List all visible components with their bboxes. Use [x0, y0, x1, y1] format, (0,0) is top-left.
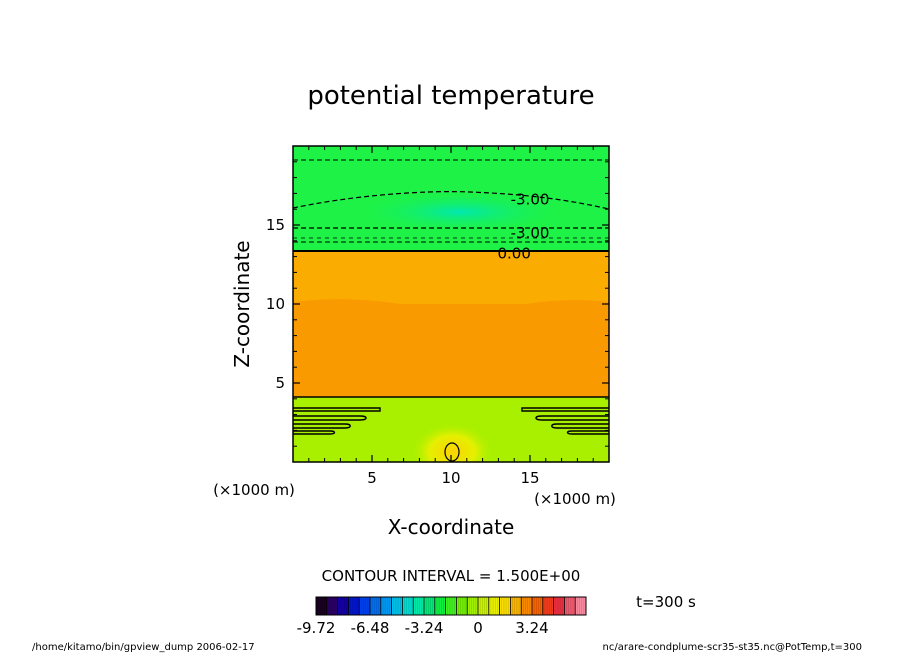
- colorbar-tick-label-1: -6.48: [351, 619, 390, 637]
- contour-cluster-left: [293, 407, 381, 435]
- y-tick-label-1: 10: [266, 295, 285, 313]
- colorbar-swatch-15: [478, 597, 490, 615]
- colorbar-tick-label-2: -3.24: [405, 619, 444, 637]
- y-axis-label: Z-coordinate: [230, 240, 254, 367]
- colorbar-swatch-3: [348, 597, 360, 615]
- colorbar: [316, 597, 587, 615]
- colorbar-swatch-4: [359, 597, 371, 615]
- colorbar-swatch-0: [316, 597, 328, 615]
- colorbar-frame: [315, 596, 587, 616]
- y-axis-unit: (×1000 m): [213, 481, 295, 499]
- colorbar-swatch-9: [413, 597, 425, 615]
- bubble-contour: [444, 442, 460, 462]
- x-axis-unit: (×1000 m): [534, 490, 616, 508]
- colorbar-tick-label-4: 3.24: [515, 619, 548, 637]
- contour-interval-text: CONTOUR INTERVAL = 1.500E+00: [322, 567, 581, 585]
- region-1: [293, 250, 609, 304]
- colorbar-swatch-21: [542, 597, 555, 615]
- colorbar-swatch-10: [424, 597, 436, 615]
- colorbar-swatch-11: [434, 597, 447, 615]
- x-tick-label-0: 5: [367, 469, 377, 487]
- plot-area: -3.00 -3.00 0.00: [293, 146, 609, 462]
- upper-cool-glow: [350, 190, 570, 234]
- contour-label-1: -3.00: [511, 224, 550, 242]
- colorbar-swatch-23: [564, 597, 576, 615]
- x-axis-label: X-coordinate: [388, 515, 515, 539]
- colorbar-swatch-7: [391, 597, 403, 615]
- colorbar-swatch-22: [553, 597, 565, 615]
- colorbar-tick-label-0: -9.72: [297, 619, 336, 637]
- colorbar-swatch-20: [532, 597, 544, 615]
- colorbar-tick-label-3: 0: [473, 619, 483, 637]
- y-tick-label-2: 15: [266, 216, 285, 234]
- colorbar-swatch-17: [499, 597, 511, 615]
- footer-left: /home/kitamo/bin/gpview_dump 2006-02-17: [32, 642, 255, 653]
- colorbar-swatch-2: [337, 597, 349, 615]
- warm-bubble: [410, 422, 494, 462]
- footer-right: nc/arare-condplume-scr35-st35.nc@PotTemp…: [603, 642, 862, 653]
- y-axis-ticks: 5 10 15: [266, 161, 609, 447]
- chart-title: potential temperature: [307, 81, 594, 111]
- colorbar-tick-labels: -9.72 -6.48 -3.24 0 3.24: [297, 619, 549, 637]
- contour-label-2: 0.00: [497, 244, 530, 262]
- colorbar-swatch-13: [456, 597, 468, 615]
- contour-cluster-right: [521, 407, 609, 435]
- colorbar-swatch-8: [402, 597, 414, 615]
- x-tick-label-2: 15: [520, 469, 539, 487]
- x-axis-ticks: 5 10 15: [308, 146, 594, 487]
- colorbar-swatch-6: [380, 597, 393, 615]
- x-tick-label-1: 10: [441, 469, 460, 487]
- y-tick-label-0: 5: [275, 374, 285, 392]
- contour-line-neg3-upper: [293, 191, 609, 210]
- contour-label-0: -3.00: [511, 191, 550, 209]
- colorbar-swatch-5: [370, 597, 382, 615]
- colorbar-swatch-14: [467, 597, 479, 615]
- time-label: t=300 s: [636, 593, 696, 611]
- colorbar-swatch-19: [521, 597, 533, 615]
- colorbar-swatch-16: [488, 597, 501, 615]
- colorbar-swatch-12: [445, 597, 457, 615]
- colorbar-swatch-18: [510, 597, 522, 615]
- contour-labels: -3.00 -3.00 0.00: [497, 191, 550, 263]
- orange-band-boundary: [293, 299, 609, 397]
- colorbar-swatch-1: [326, 597, 339, 615]
- colorbar-swatch-24: [575, 597, 587, 615]
